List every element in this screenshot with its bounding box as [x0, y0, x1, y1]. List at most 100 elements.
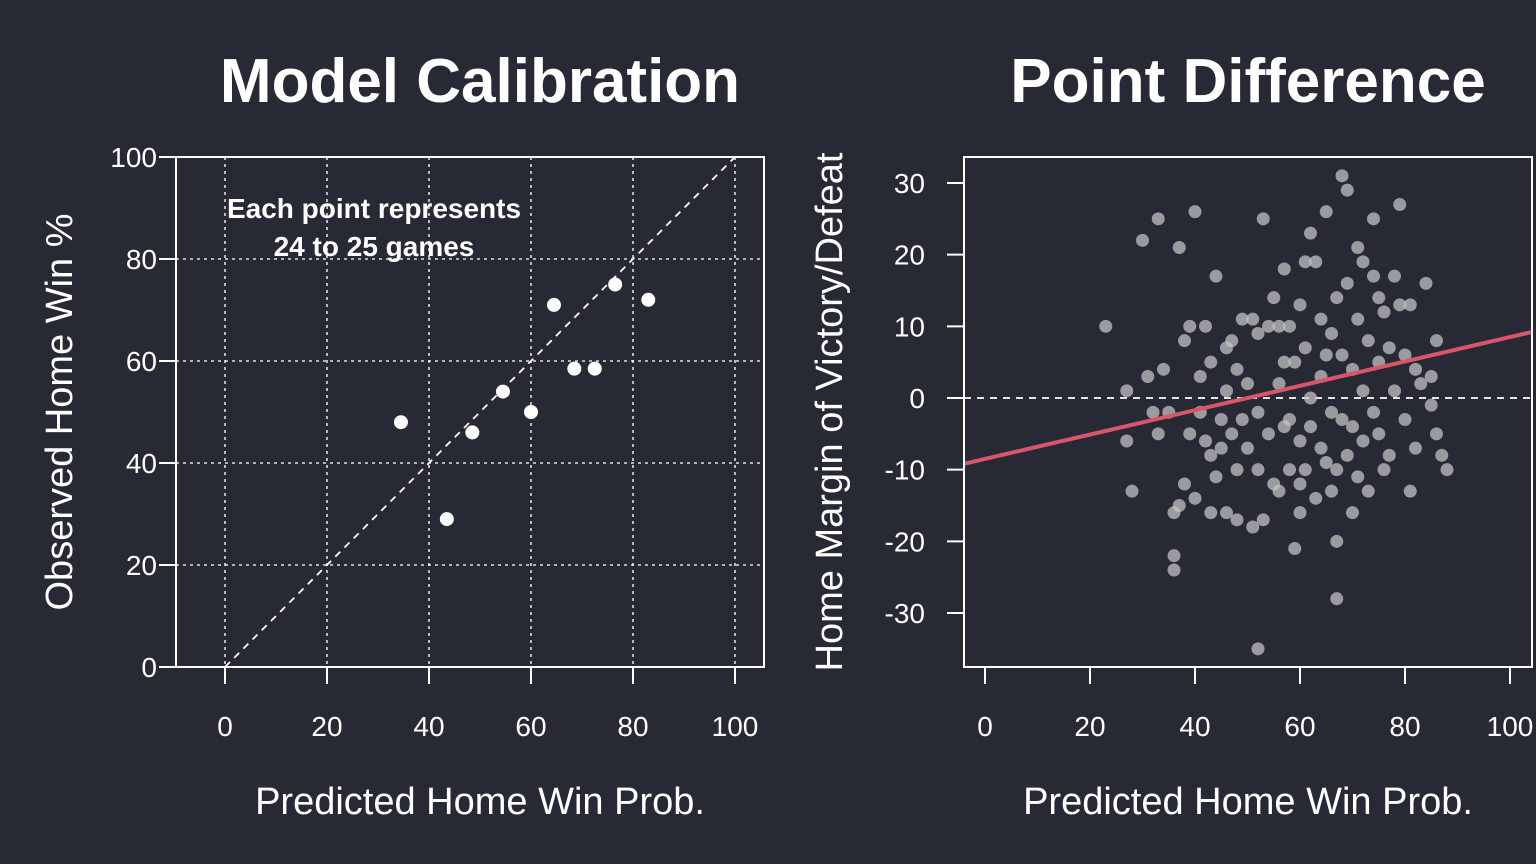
- point-difference-point: [1272, 484, 1286, 498]
- point-difference-point: [1136, 233, 1149, 247]
- y-tick-label: 20: [126, 550, 157, 581]
- point-difference-point: [1319, 348, 1333, 362]
- point-difference-point: [1393, 198, 1407, 211]
- point-difference-point: [1309, 255, 1323, 269]
- calibration-point: [546, 297, 561, 312]
- calibration-points: [393, 277, 656, 527]
- point-difference-point: [1283, 463, 1296, 477]
- point-difference-point: [1325, 327, 1338, 340]
- point-difference-point: [1172, 499, 1186, 512]
- calibration-point: [641, 292, 656, 307]
- calibration-identity-line: [224, 156, 736, 668]
- point-difference-point: [1125, 484, 1139, 498]
- point-difference-point: [1241, 377, 1254, 391]
- point-difference-point: [1409, 362, 1422, 376]
- y-tick-label: -10: [885, 455, 925, 486]
- calibration-note-line-2: 24 to 25 games: [274, 231, 475, 262]
- point-difference-point: [1319, 205, 1333, 219]
- point-difference-point: [1340, 448, 1354, 462]
- point-difference-fit-line: [963, 330, 1532, 466]
- x-tick-label: 40: [413, 711, 444, 742]
- point-difference-point: [1346, 420, 1359, 434]
- point-difference-point: [1193, 370, 1207, 383]
- calibration-point: [495, 384, 510, 399]
- x-tick-label: 60: [515, 711, 546, 742]
- point-difference-x-label: Predicted Home Win Prob.: [1023, 781, 1473, 823]
- point-difference-point: [1230, 513, 1244, 527]
- point-difference-point: [1283, 319, 1296, 333]
- point-difference-point: [1309, 491, 1323, 505]
- point-difference-point: [1388, 384, 1401, 398]
- x-tick-label: 80: [1389, 711, 1420, 742]
- point-difference-point: [1272, 377, 1286, 391]
- point-difference-point: [1277, 355, 1291, 369]
- point-difference-point: [1141, 370, 1155, 383]
- point-difference-point: [1241, 441, 1254, 455]
- point-difference-point: [1314, 312, 1328, 326]
- point-difference-point: [1188, 491, 1202, 505]
- point-difference-point: [1298, 463, 1312, 477]
- point-difference-point: [1356, 434, 1370, 448]
- point-difference-point: [1298, 341, 1312, 355]
- y-tick-label: 60: [126, 346, 157, 377]
- point-difference-point: [1335, 413, 1349, 426]
- point-difference-point: [1262, 319, 1275, 333]
- point-difference-point: [1288, 355, 1302, 369]
- point-difference-point: [1235, 413, 1249, 426]
- point-difference-panel: Point Difference 0 20 40 60 80 100 3020100-10…: [809, 47, 1533, 823]
- x-tick-label: 60: [1284, 711, 1315, 742]
- point-difference-point: [1256, 513, 1270, 527]
- point-difference-point: [1178, 334, 1191, 348]
- point-difference-point: [1146, 405, 1160, 419]
- calibration-note-line-1: Each point represents: [227, 193, 521, 224]
- point-difference-point: [1172, 241, 1186, 254]
- y-tick-label: 40: [126, 448, 157, 479]
- point-difference-points: [1099, 169, 1454, 656]
- point-difference-point: [1424, 370, 1438, 383]
- point-difference-point: [1225, 334, 1239, 348]
- point-difference-point: [1188, 205, 1202, 219]
- point-difference-point: [1367, 405, 1380, 419]
- point-difference-point: [1340, 276, 1354, 290]
- point-difference-point: [1377, 305, 1391, 319]
- point-difference-point: [1346, 506, 1359, 520]
- calibration-point: [439, 512, 454, 527]
- calibration-point: [587, 361, 602, 376]
- y-tick-label: -30: [885, 598, 925, 629]
- point-difference-point: [1409, 441, 1422, 455]
- point-difference-point: [1314, 441, 1328, 455]
- point-difference-point: [1204, 355, 1218, 369]
- point-difference-point: [1351, 470, 1365, 484]
- point-difference-point: [1414, 377, 1428, 391]
- point-difference-point: [1330, 534, 1344, 548]
- y-tick-label: 0: [141, 652, 157, 683]
- x-tick-label: 0: [217, 711, 233, 742]
- point-difference-point: [1393, 298, 1407, 312]
- calibration-point: [567, 361, 582, 376]
- point-difference-point: [1099, 319, 1113, 333]
- x-tick-label: 100: [712, 711, 759, 742]
- point-difference-point: [1335, 169, 1349, 183]
- y-tick-label: 30: [894, 168, 925, 199]
- point-difference-point: [1335, 348, 1349, 362]
- point-difference-point: [1351, 241, 1365, 254]
- x-tick-label: 40: [1179, 711, 1210, 742]
- point-difference-point: [1388, 269, 1401, 283]
- y-tick-label: 0: [909, 383, 925, 414]
- point-difference-point: [1304, 391, 1317, 405]
- point-difference-point: [1267, 291, 1281, 305]
- x-tick-label: 80: [617, 711, 648, 742]
- point-difference-point: [1304, 420, 1317, 434]
- point-difference-point: [1183, 319, 1197, 333]
- point-difference-y-axis: 30 20 10 0 -10 -20 -30: [885, 168, 964, 629]
- point-difference-point: [1356, 255, 1370, 269]
- point-difference-point: [1209, 470, 1223, 484]
- point-difference-point: [1330, 291, 1344, 305]
- point-difference-point: [1209, 269, 1223, 283]
- point-difference-point: [1151, 427, 1165, 441]
- point-difference-point: [1199, 319, 1212, 333]
- calibration-x-label: Predicted Home Win Prob.: [255, 781, 705, 823]
- x-tick-label: 0: [977, 711, 993, 742]
- calibration-point: [393, 415, 408, 430]
